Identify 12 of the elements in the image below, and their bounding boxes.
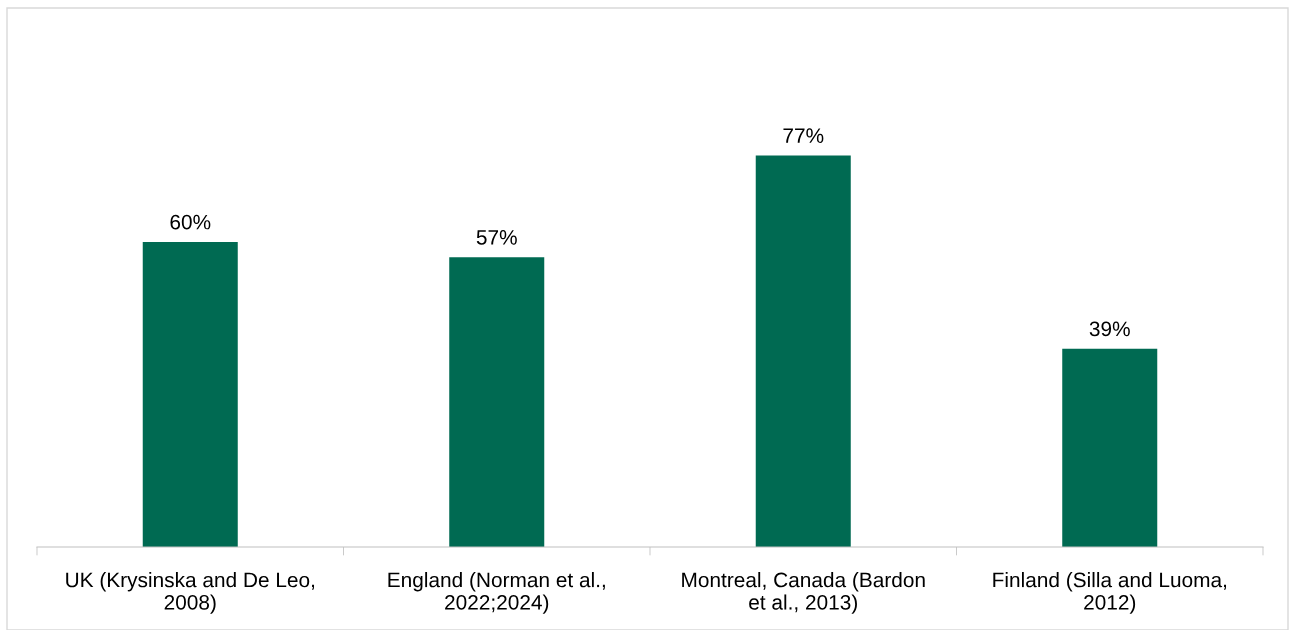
- x-tick-label: Montreal, Canada (Bardon et al., 2013): [682, 572, 925, 614]
- x-tick-label: Finland (Silla and Luoma, 2012): [993, 572, 1227, 614]
- bar: [449, 257, 545, 547]
- x-tick-label: UK (Krysinska and De Leo, 2008): [66, 572, 315, 614]
- bar: [142, 241, 238, 547]
- bar: [755, 155, 851, 547]
- x-tick-label: England (Norman et al., 2022;2024): [388, 572, 605, 614]
- data-label: 57%: [476, 230, 517, 245]
- data-label: 39%: [1089, 321, 1130, 337]
- data-label: 60%: [170, 214, 211, 230]
- data-label: 77%: [783, 128, 824, 143]
- bar: [1062, 348, 1158, 547]
